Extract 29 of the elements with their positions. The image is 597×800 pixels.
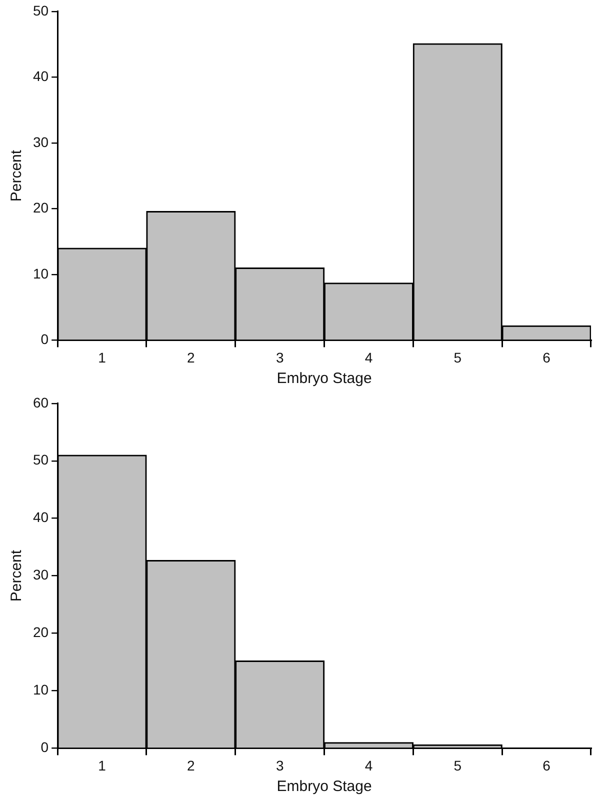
x-axis-title: Embryo Stage xyxy=(276,370,372,388)
y-tick-label: 50 xyxy=(32,452,49,468)
x-tick-label: 6 xyxy=(542,757,551,774)
x-tick-label: 6 xyxy=(542,349,551,366)
y-tick-label: 40 xyxy=(32,509,49,526)
y-tick-label: 0 xyxy=(40,331,49,348)
x-tick-label: 4 xyxy=(364,349,373,366)
y-tick-label: 60 xyxy=(32,394,49,410)
x-tick-label: 4 xyxy=(364,757,373,774)
y-tick-label: 0 xyxy=(40,739,49,756)
x-tick-label: 2 xyxy=(187,757,196,774)
x-axis-title: Embryo Stage xyxy=(276,778,372,796)
y-tick-label: 10 xyxy=(32,682,49,698)
x-tick-label: 1 xyxy=(98,757,106,774)
y-tick-label: 10 xyxy=(32,265,49,282)
x-tick-label: 5 xyxy=(454,349,462,366)
y-tick-label: 30 xyxy=(32,566,49,583)
x-tick-label: 5 xyxy=(454,757,462,774)
x-tick-label: 3 xyxy=(276,349,284,366)
x-tick-label: 1 xyxy=(98,349,106,366)
x-tick-label: 3 xyxy=(276,757,284,774)
y-axis-title: Percent xyxy=(8,149,26,202)
x-tick-label: 2 xyxy=(187,349,196,366)
y-tick-label: 40 xyxy=(32,68,49,84)
y-tick-label: 20 xyxy=(32,624,49,640)
y-tick-label: 20 xyxy=(32,200,49,216)
y-axis-title: Percent xyxy=(8,549,26,602)
y-tick-label: 50 xyxy=(32,2,49,18)
y-tick-label: 30 xyxy=(32,134,49,150)
